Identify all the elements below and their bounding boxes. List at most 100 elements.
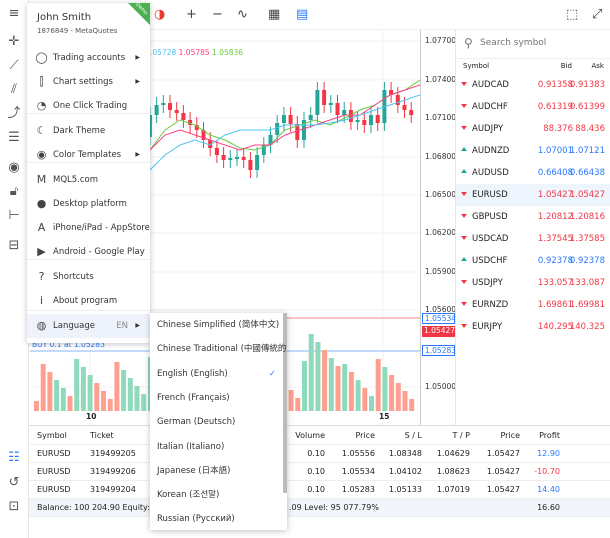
menu-item[interactable]: ▶ Android - Google Play xyxy=(27,240,150,264)
table-row[interactable]: EURUSD 319499204 0.10 1.05283 1.05133 1.07019… xyxy=(29,481,610,499)
scrollbar[interactable] xyxy=(283,313,287,493)
chevron-right-icon: ▶ xyxy=(135,54,140,61)
candle xyxy=(395,95,400,105)
menu-item[interactable]: ● Desktop platform xyxy=(27,192,150,216)
language-option[interactable]: Italian (Italiano) xyxy=(150,435,280,459)
ask: 0.66438 xyxy=(569,168,605,178)
column-header[interactable]: Price xyxy=(355,431,375,440)
candle xyxy=(342,110,347,115)
menu-item[interactable]: ◍ Language EN ▶ xyxy=(27,314,150,338)
watchlist-row[interactable]: USDCHF 0.92378 0.92378 xyxy=(456,250,610,272)
column-header[interactable]: Profit xyxy=(539,431,560,440)
trade-list-icon[interactable]: ☷ xyxy=(8,450,20,465)
calendar-icon[interactable]: ▦ xyxy=(268,7,281,22)
menu-item[interactable]: M MQL5.com xyxy=(27,168,150,192)
column-header[interactable]: Volume xyxy=(295,431,325,440)
candle xyxy=(194,125,199,130)
menu-icon[interactable]: ≡ xyxy=(8,6,20,21)
candle xyxy=(168,103,172,110)
indicator-value: 1.05836 xyxy=(212,48,244,57)
column-header[interactable]: T / P xyxy=(452,431,471,440)
watchlist-row[interactable]: GBPUSD 1.20812 1.20816 xyxy=(456,206,610,228)
menu-item-label: MQL5.com xyxy=(53,175,99,185)
language-option[interactable]: German (Deutsch) xyxy=(150,410,280,434)
candle xyxy=(261,145,266,155)
fibonacci-icon[interactable]: ☰ xyxy=(8,130,20,145)
watchlist-row[interactable]: AUDNZD 1.07001 1.07121 xyxy=(456,140,610,162)
arrow-down-icon xyxy=(461,126,467,130)
menu-item[interactable]: ⫿ Chart settings ▶ xyxy=(27,70,150,94)
volume-bar xyxy=(47,372,53,411)
watchlist-row[interactable]: AUDUSD 0.66408 0.66438 xyxy=(456,162,610,184)
desktop-icon: ● xyxy=(36,197,47,210)
language-label: Chinese Traditional (中國傳統的) xyxy=(157,344,287,355)
channel-icon[interactable]: ⫽ xyxy=(11,82,17,97)
column-header[interactable]: Symbol xyxy=(37,431,67,440)
column-header[interactable]: Ask xyxy=(591,62,605,70)
candle xyxy=(389,90,394,95)
sl: 1.08348 xyxy=(388,449,422,458)
menu-item[interactable]: A iPhone/iPad - AppStore xyxy=(27,216,150,240)
watchlist-row[interactable]: EURUSD 1.05427 1.05427 xyxy=(456,184,610,206)
watchlist-row[interactable]: EURJPY 140.295 140.325 xyxy=(456,316,610,338)
column-header[interactable]: Symbol xyxy=(463,62,490,70)
history-icon[interactable]: ↺ xyxy=(8,475,20,490)
tree-icon[interactable]: ⊢ xyxy=(8,208,20,223)
menu-item[interactable]: ◉ Color Templates ▶ xyxy=(27,143,150,167)
journal-icon[interactable]: ⊡ xyxy=(8,499,20,514)
watchlist-row[interactable]: USDJPY 133.057 133.087 xyxy=(456,272,610,294)
price-axis[interactable]: 1.07700 1.07400 1.07100 1.06800 1.06500 1.062… xyxy=(420,30,456,425)
language-option[interactable]: Russian (Русский) xyxy=(150,507,280,530)
menu-item[interactable]: ☾ Dark Theme xyxy=(27,119,150,143)
column-header[interactable]: S / L xyxy=(404,431,422,440)
line-icon[interactable]: ⟋ xyxy=(9,58,19,73)
watchlist-row[interactable]: AUDCHF 0.61319 0.61399 xyxy=(456,96,610,118)
ask: 0.91383 xyxy=(569,80,605,90)
watchlist-row[interactable]: AUDCAD 0.91358 0.91383 xyxy=(456,74,610,96)
zoom-out-icon[interactable]: − xyxy=(212,7,223,22)
fullscreen-icon[interactable]: ⤢ xyxy=(592,7,603,22)
crosshair-icon[interactable]: ✛ xyxy=(8,34,20,49)
eye-icon[interactable]: ◉ xyxy=(8,160,20,175)
layers-icon[interactable]: ⊟ xyxy=(8,238,20,253)
language-option[interactable]: Japanese (日本語) xyxy=(150,459,280,483)
table-row[interactable]: EURUSD 319499205 0.10 1.05556 1.08348 1.04629… xyxy=(29,445,610,463)
menu-item[interactable]: i About program xyxy=(27,289,150,313)
candle xyxy=(248,160,253,170)
margin-level: .09 Level: 95 077.79% xyxy=(289,503,379,512)
volume-bar xyxy=(80,367,86,411)
column-header[interactable]: Ticket xyxy=(90,431,114,440)
candle xyxy=(275,123,280,135)
menu-item[interactable]: ◔ One Click Trading xyxy=(27,94,150,118)
language-option[interactable]: Chinese Traditional (中國傳統的) xyxy=(150,337,287,361)
language-option[interactable]: French (Français) xyxy=(150,386,280,410)
watchlist-row[interactable]: USDCAD 1.37545 1.37585 xyxy=(456,228,610,250)
language-label: Italian (Italiano) xyxy=(157,441,225,452)
column-header[interactable]: Price xyxy=(500,431,520,440)
table-row[interactable]: EURUSD 319499206 0.10 1.05534 1.04102 1.08623… xyxy=(29,463,610,481)
chart-type-icon[interactable]: ◑ xyxy=(154,7,166,22)
menu-item[interactable]: ? Shortcuts xyxy=(27,265,150,289)
screenshot-icon[interactable]: ⬚ xyxy=(566,7,579,22)
candle xyxy=(322,90,327,105)
language-option[interactable]: Korean (조선말) xyxy=(150,483,280,507)
volume-bar xyxy=(369,396,374,411)
lock-icon[interactable]: 🔓︎ xyxy=(9,184,19,199)
language-option[interactable]: Chinese Simplified (简体中文) xyxy=(150,313,280,337)
zoom-in-icon[interactable]: + xyxy=(186,7,197,22)
candle xyxy=(181,113,186,120)
path-icon[interactable]: ⤴ xyxy=(7,106,21,121)
language-option[interactable]: English (English) ✓ xyxy=(150,362,280,386)
buy-order-label[interactable]: BUY 0.1 at 1.05283 xyxy=(32,340,105,349)
column-header[interactable]: Bid xyxy=(560,62,572,70)
trade-icon[interactable]: ▤ xyxy=(296,7,309,22)
menu-item[interactable]: ◯ Trading accounts ▶ xyxy=(27,46,150,70)
indicator-value: .05728 xyxy=(150,48,177,57)
candle xyxy=(235,157,239,159)
volume-bar xyxy=(60,388,66,411)
menu-item-label: Chart settings xyxy=(53,77,113,87)
watchlist-row[interactable]: EURNZD 1.69861 1.69981 xyxy=(456,294,610,316)
search-input[interactable] xyxy=(480,34,605,52)
watchlist-row[interactable]: AUDJPY 88.376 88.436 xyxy=(456,118,610,140)
indicators-icon[interactable]: ∿ xyxy=(237,7,248,22)
